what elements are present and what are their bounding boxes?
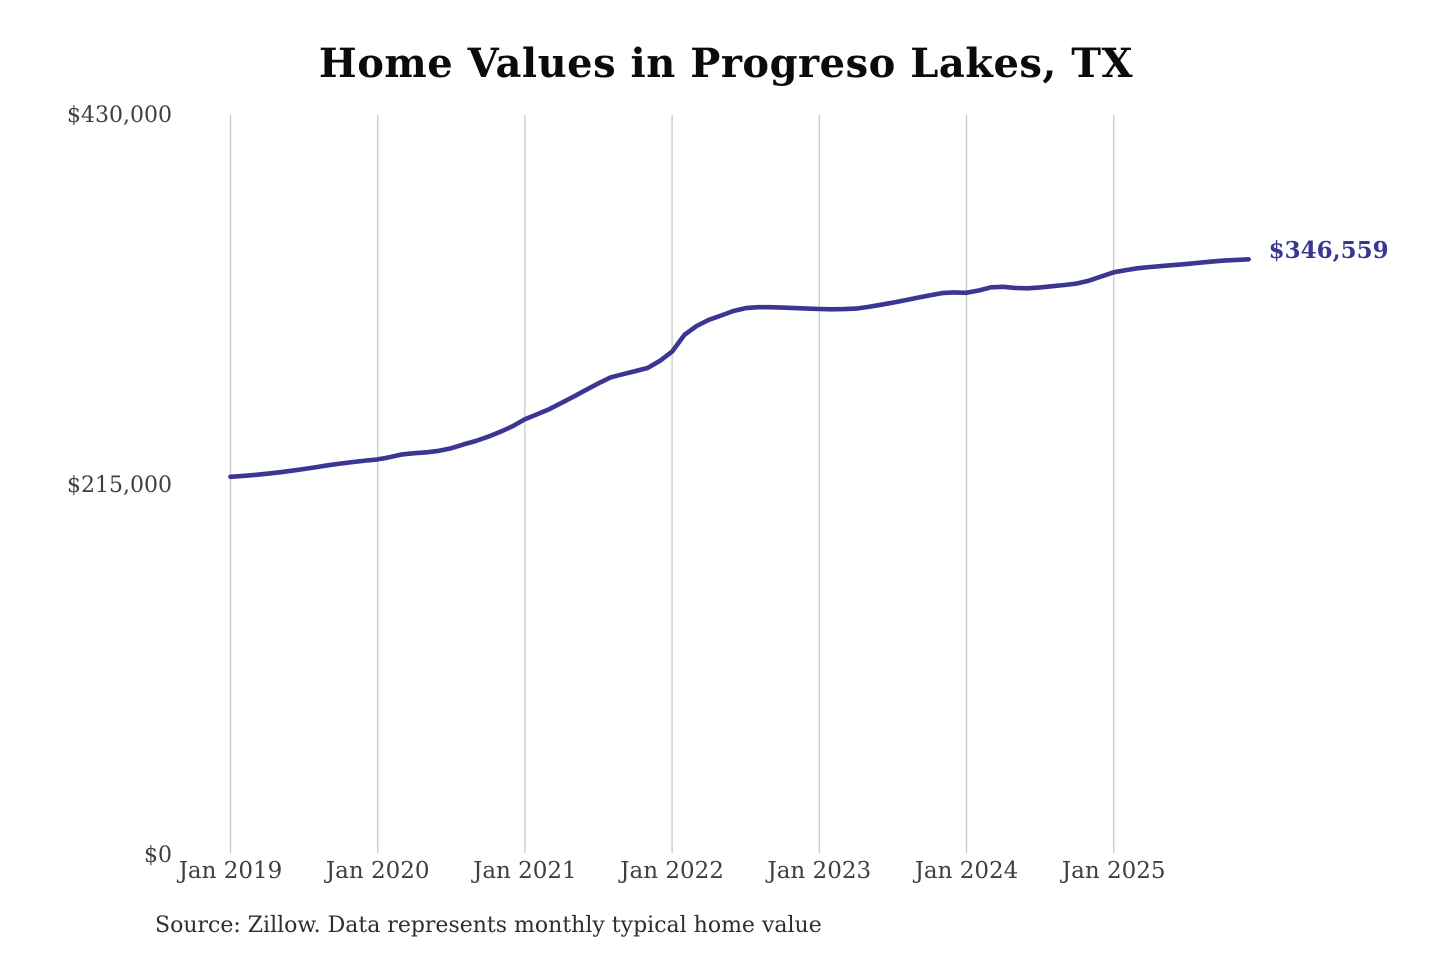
y-axis-tick-label: $0 [144,842,172,868]
y-axis-tick-label: $430,000 [67,102,172,128]
x-axis-tick-label: Jan 2023 [767,858,872,884]
x-axis-tick-label: Jan 2020 [325,858,430,884]
chart-title: Home Values in Progreso Lakes, TX [318,40,1134,87]
final-value-label: $346,559 [1268,237,1389,265]
y-axis-tick-label: $215,000 [67,472,172,498]
x-axis-tick-label: Jan 2022 [620,858,724,884]
x-axis-tick-label: Jan 2024 [914,858,1019,884]
source-note: Source: Zillow. Data represents monthly … [155,913,822,938]
home-values-line [228,256,1251,480]
x-axis-tick-label: Jan 2021 [473,858,577,884]
x-axis-tick-label: Jan 2025 [1061,858,1166,884]
x-axis-tick-label: Jan 2019 [178,858,283,884]
